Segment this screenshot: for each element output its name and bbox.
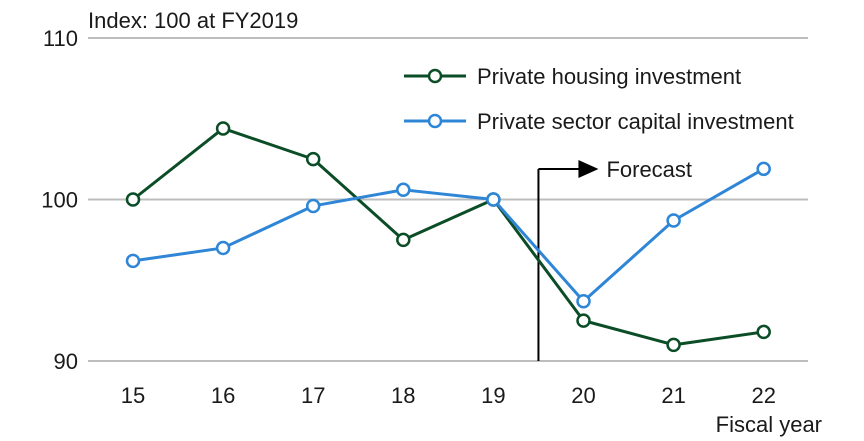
series-line-2: [132, 167, 765, 303]
series-1-point-20: [576, 313, 591, 328]
legend-marker-1: [427, 68, 443, 84]
y-tick-label-110: 110: [43, 26, 78, 51]
x-tick-label-19: 19: [481, 383, 505, 408]
gridlines: [88, 37, 808, 362]
series-2-point-17: [305, 198, 321, 214]
legend-marker-2: [427, 113, 443, 129]
legend-label-2: Private sector capital investment: [477, 109, 794, 134]
series-line-1: [132, 126, 764, 347]
x-tick-label-16: 16: [211, 383, 235, 408]
series-group: [125, 121, 771, 353]
x-tick-label-18: 18: [391, 383, 415, 408]
series-1-point-15: [125, 192, 141, 207]
series-2: [125, 161, 771, 309]
forecast-arrow-head: [578, 160, 599, 178]
series-1-point-22: [756, 324, 771, 340]
y-axis-ticks: 90 100 110: [41, 26, 78, 374]
series-2-point-20: [576, 293, 591, 309]
legend-label-1: Private housing investment: [477, 64, 741, 89]
series-1-point-16: [215, 121, 231, 136]
unit-label: Index: 100 at FY2019: [88, 8, 298, 33]
series-1-point-21: [666, 337, 681, 353]
x-tick-label-22: 22: [751, 383, 775, 408]
legend: Private housing investment Private sector…: [404, 64, 794, 134]
series-2-point-18: [396, 182, 411, 198]
x-tick-label-17: 17: [301, 383, 325, 408]
series-2-point-19: [486, 192, 501, 207]
y-tick-label-100: 100: [41, 188, 78, 213]
x-tick-label-20: 20: [571, 383, 595, 408]
y-tick-label-90: 90: [54, 349, 78, 374]
x-tick-label-21: 21: [661, 383, 685, 408]
x-axis-title: Fiscal year: [716, 412, 822, 437]
series-2-point-22: [756, 161, 771, 177]
forecast-label: Forecast: [606, 157, 692, 182]
series-1-point-18: [396, 232, 411, 248]
x-axis-ticks: 15 16 17 18 19 20 21 22: [121, 383, 776, 408]
series-1-point-17: [305, 151, 321, 167]
x-tick-label-15: 15: [121, 383, 145, 408]
series-2-point-15: [125, 253, 141, 269]
forecast-annotation: Forecast: [537, 157, 692, 361]
series-2-point-16: [215, 240, 231, 256]
series-2-point-21: [666, 213, 681, 228]
